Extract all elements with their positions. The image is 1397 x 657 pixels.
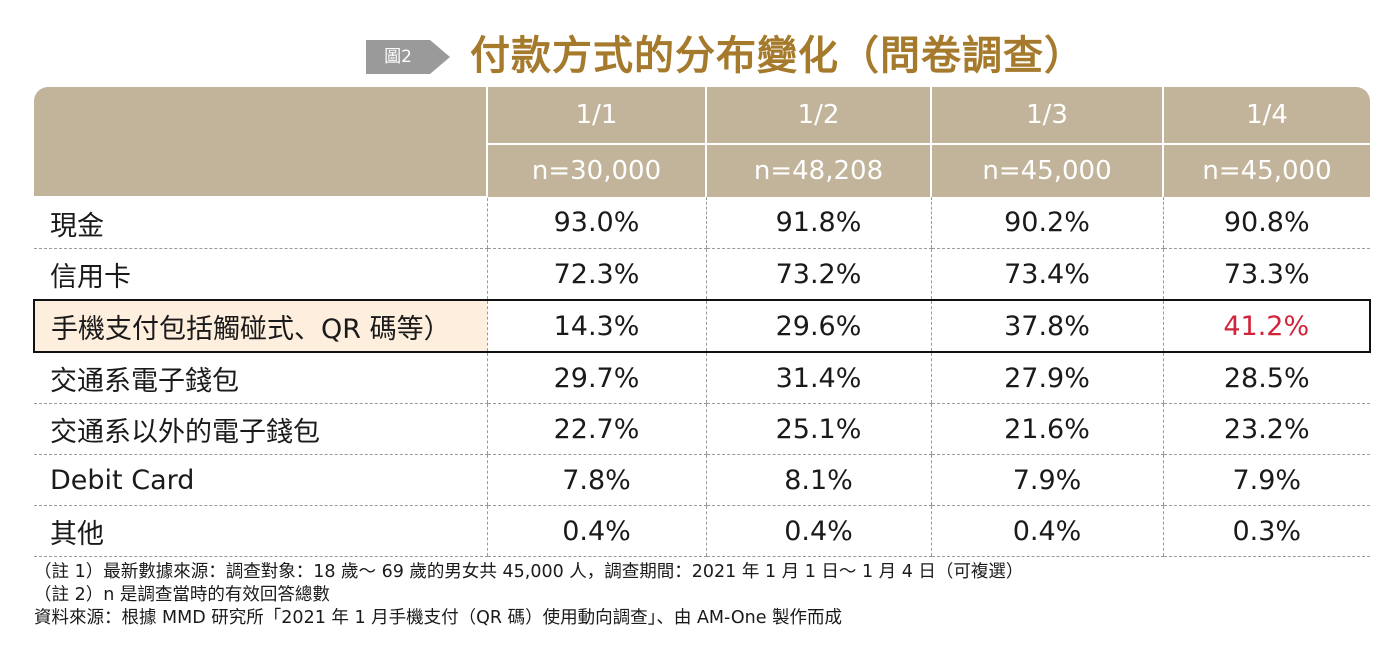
source-note: 資料來源：根據 MMD 研究所「2021 年 1 月手機支付（QR 碼）使用動向… bbox=[34, 608, 843, 628]
value-cell: 21.6% bbox=[930, 403, 1163, 455]
row-label: Debit Card bbox=[34, 454, 487, 506]
header-corner bbox=[34, 87, 487, 198]
value-cell: 37.8% bbox=[930, 299, 1163, 353]
column-header-sample-size: n=48,208 bbox=[705, 144, 931, 197]
table-row: 現金 93.0% 91.8% 90.2% 90.8% bbox=[34, 197, 1370, 249]
value-cell: 7.9% bbox=[930, 454, 1163, 506]
row-label: 交通系以外的電子錢包 bbox=[34, 403, 487, 455]
value-cell: 73.3% bbox=[1162, 248, 1370, 301]
footnote: （註 1）最新數據來源：調查對象：18 歲～ 69 歲的男女共 45,000 人… bbox=[34, 562, 1024, 582]
value-cell: 72.3% bbox=[486, 248, 706, 301]
value-cell: 27.9% bbox=[930, 352, 1163, 404]
table-row: 交通系以外的電子錢包 22.7% 25.1% 21.6% 23.2% bbox=[34, 403, 1370, 455]
table-row: 信用卡 72.3% 73.2% 73.4% 73.3% bbox=[34, 248, 1370, 301]
row-label: 信用卡 bbox=[34, 248, 487, 301]
table-row: 其他 0.4% 0.4% 0.4% 0.3% bbox=[34, 505, 1370, 557]
column-header-sample-size: n=45,000 bbox=[1162, 144, 1370, 197]
value-cell: 90.2% bbox=[930, 197, 1163, 249]
table-row: Debit Card 7.8% 8.1% 7.9% 7.9% bbox=[34, 454, 1370, 506]
value-cell: 93.0% bbox=[486, 197, 706, 249]
row-label: 現金 bbox=[34, 197, 487, 249]
value-cell: 28.5% bbox=[1162, 352, 1370, 404]
value-cell: 8.1% bbox=[705, 454, 931, 506]
value-cell: 31.4% bbox=[705, 352, 931, 404]
header-row-sample-size: n=30,000 n=48,208 n=45,000 n=45,000 bbox=[34, 144, 1370, 197]
value-cell: 7.9% bbox=[1162, 454, 1370, 506]
figure-tag: 圖2 bbox=[366, 40, 430, 74]
value-cell: 7.8% bbox=[486, 454, 706, 506]
column-header-sample-size: n=45,000 bbox=[930, 144, 1163, 197]
value-cell: 0.4% bbox=[930, 505, 1163, 557]
value-cell: 25.1% bbox=[705, 403, 931, 455]
value-cell: 0.4% bbox=[486, 505, 706, 557]
value-cell: 23.2% bbox=[1162, 403, 1370, 455]
table-row: 交通系電子錢包 29.7% 31.4% 27.9% 28.5% bbox=[34, 352, 1370, 404]
value-cell: 91.8% bbox=[705, 197, 931, 249]
value-cell: 0.4% bbox=[705, 505, 931, 557]
value-cell: 14.3% bbox=[486, 299, 706, 353]
value-cell: 73.4% bbox=[930, 248, 1163, 301]
column-header-sample-size: n=30,000 bbox=[486, 144, 706, 197]
row-label: 其他 bbox=[34, 505, 487, 557]
row-label: 手機支付包括觸碰式、QR 碼等） bbox=[33, 299, 487, 353]
figure-header: 圖2 付款方式的分布變化（問卷調查） bbox=[0, 28, 1397, 84]
column-header-period: 1/2 bbox=[705, 87, 931, 145]
footnotes: （註 1）最新數據來源：調查對象：18 歲～ 69 歲的男女共 45,000 人… bbox=[34, 561, 1023, 630]
value-cell: 73.2% bbox=[705, 248, 931, 301]
payment-table: 1/1 1/2 1/3 1/4 n=30,000 n=48,208 n=45,0… bbox=[33, 87, 1371, 557]
value-cell: 29.7% bbox=[486, 352, 706, 404]
footnote: （註 2）n 是調查當時的有效回答總數 bbox=[34, 585, 330, 605]
header-row-period: 1/1 1/2 1/3 1/4 bbox=[34, 87, 1370, 198]
value-cell: 41.2% bbox=[1162, 299, 1371, 353]
column-header-period: 1/3 bbox=[930, 87, 1163, 145]
figure-tag-arrow-icon bbox=[430, 40, 450, 74]
column-header-period: 1/1 bbox=[486, 87, 706, 145]
column-header-period: 1/4 bbox=[1162, 87, 1370, 145]
value-cell: 29.6% bbox=[705, 299, 931, 353]
value-cell: 0.3% bbox=[1162, 505, 1370, 557]
value-cell: 22.7% bbox=[486, 403, 706, 455]
table-row: 手機支付包括觸碰式、QR 碼等） 14.3% 29.6% 37.8% 41.2% bbox=[33, 299, 1371, 353]
value-cell: 90.8% bbox=[1162, 197, 1370, 249]
table-body: 現金 93.0% 91.8% 90.2% 90.8% 信用卡 72.3% 73.2% 73.4%… bbox=[33, 197, 1371, 557]
figure-title: 付款方式的分布變化（問卷調查） bbox=[470, 32, 1085, 79]
row-label: 交通系電子錢包 bbox=[34, 352, 487, 404]
